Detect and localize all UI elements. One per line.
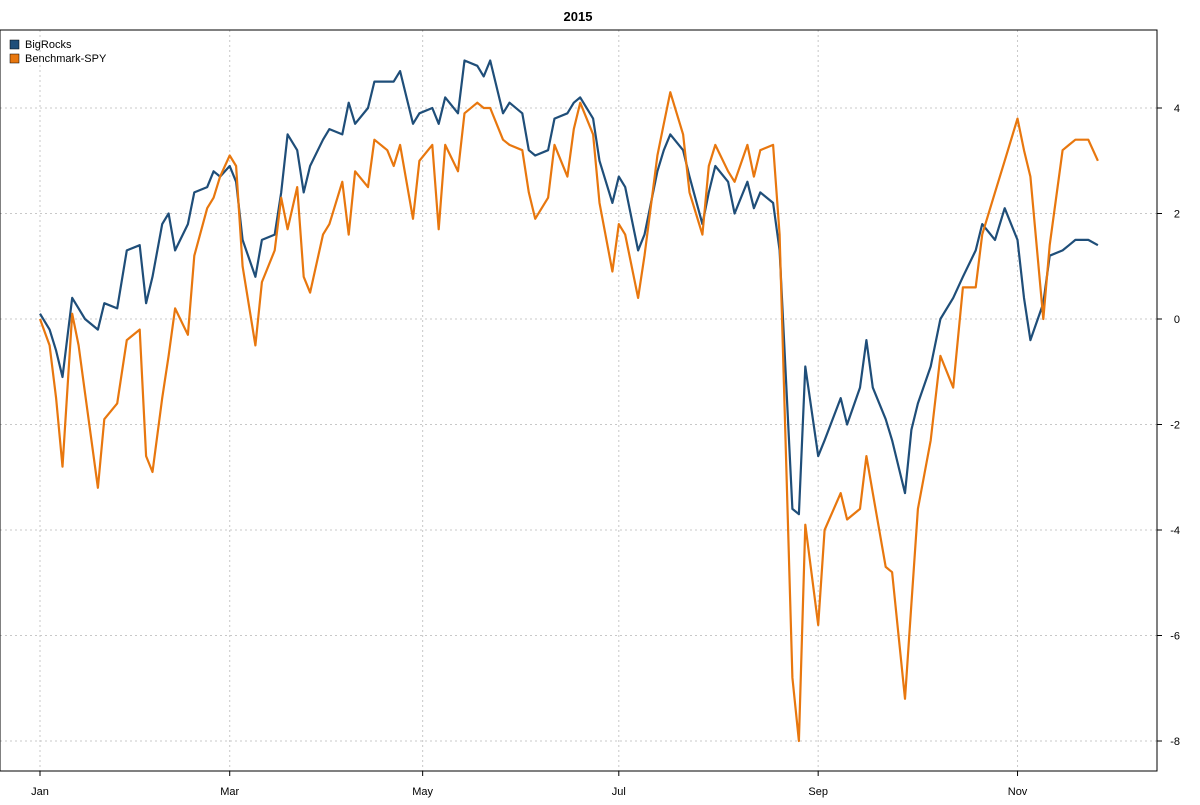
series-layer: [38, 59, 1099, 743]
y-tick-label: 0: [1174, 314, 1180, 326]
series-line-bigrocks: [39, 59, 1099, 516]
y-tick-label: 2: [1174, 209, 1180, 221]
plot-frame: [0, 29, 1158, 772]
grid-layer: [0, 30, 1157, 771]
y-tick-label: -8: [1170, 736, 1180, 748]
legend-label: BigRocks: [25, 39, 72, 51]
x-tick-label: May: [412, 786, 433, 798]
y-axis: 4 2 0 -2 -4 -6 -8: [1157, 103, 1180, 748]
legend-label: Benchmark-SPY: [25, 53, 107, 65]
legend-swatch: [9, 39, 20, 50]
y-tick-label: -2: [1170, 420, 1180, 432]
x-tick-label: Jul: [612, 786, 626, 798]
x-axis: Jan Mar May Jul Sep Nov: [31, 771, 1028, 798]
x-tick-label: Jan: [31, 786, 49, 798]
chart-title: 2015: [564, 9, 593, 24]
series-line-benchmark-spy: [38, 91, 1099, 743]
x-tick-label: Mar: [220, 786, 239, 798]
y-tick-label: -4: [1170, 525, 1180, 537]
x-tick-label: Nov: [1008, 786, 1028, 798]
x-tick-label: Sep: [808, 786, 828, 798]
legend-swatch: [9, 53, 20, 64]
legend: BigRocks Benchmark-SPY: [9, 39, 107, 65]
y-tick-label: -6: [1170, 631, 1180, 643]
y-tick-label: 4: [1174, 103, 1180, 115]
